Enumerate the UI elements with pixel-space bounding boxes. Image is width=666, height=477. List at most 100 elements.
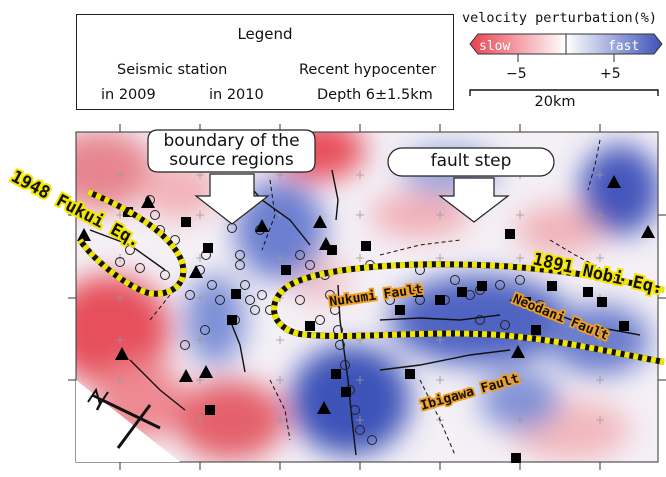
grid-cross: [116, 336, 124, 344]
hypocenter-marker: [340, 360, 350, 370]
grid-cross: [436, 211, 444, 219]
grid-cross: [196, 211, 204, 219]
grid-cross: [516, 254, 524, 262]
grid-cross: [596, 336, 604, 344]
station-2009-marker: [521, 297, 531, 307]
map-frame: [75, 131, 659, 463]
legend-station-2010: in 2010: [209, 87, 264, 103]
station-2009-marker: [203, 243, 213, 253]
scale-bar-label: 20km: [534, 94, 576, 110]
hypocenter-marker: [250, 305, 260, 315]
station-2009-marker: [281, 265, 291, 275]
hypocenter-marker: [160, 270, 170, 280]
grid-cross: [116, 211, 124, 219]
grid-cross: [356, 171, 364, 179]
fukui-rupture-outline: [77, 189, 187, 297]
grid-cross: [436, 376, 444, 384]
hypocenter-marker: [240, 280, 250, 290]
grid-cross: [516, 211, 524, 219]
hypocenter-marker: [185, 290, 195, 300]
station-2009-marker: [477, 281, 487, 291]
hypocenter-marker: [245, 295, 255, 305]
station-2010-markers: [77, 175, 655, 414]
station-2009-marker: [205, 405, 215, 415]
station-2009-marker: [547, 281, 557, 291]
hypocenter-marker: [295, 295, 305, 305]
grid-cross: [356, 211, 364, 219]
grid-cross: [196, 416, 204, 424]
hypocenter-marker: [150, 210, 160, 220]
grid-cross: [516, 416, 524, 424]
velocity-tick-low: −5: [506, 66, 527, 82]
legend-station-2009: in 2009: [101, 87, 156, 103]
boundary-callout-line2: source regions: [169, 150, 294, 170]
grid-cross: [356, 416, 364, 424]
hypocenter-marker: [200, 325, 210, 335]
station-2009-marker: [413, 287, 423, 297]
hypocenter-marker: [125, 245, 135, 255]
grid-cross: [276, 416, 284, 424]
hypocenter-marker: [207, 280, 217, 290]
grid-cross: [276, 376, 284, 384]
station-2010-marker: [641, 225, 655, 238]
station-2009-marker: [231, 289, 241, 299]
station-2009-marker: [305, 321, 315, 331]
boundary-callout: [147, 129, 316, 225]
velocity-scale-title: velocity perturbation(%): [462, 10, 658, 26]
hypocenter-marker: [215, 295, 225, 305]
grid-cross: [596, 376, 604, 384]
hypocenter-marker: [235, 250, 245, 260]
station-2009-marker: [505, 229, 515, 239]
station-2009-marker: [531, 325, 541, 335]
station-2009-marker: [405, 369, 415, 379]
station-2010-marker: [607, 175, 621, 188]
boundary-callout-line1: boundary of the: [163, 131, 300, 151]
colorbar-slow-label: slow: [479, 39, 510, 54]
grid-cross: [116, 376, 124, 384]
scale-bar: [469, 89, 659, 96]
hypocenter-marker: [535, 300, 545, 310]
station-2010-marker: [313, 215, 327, 228]
grid-cross: [596, 416, 604, 424]
station-2009-marker: [181, 217, 191, 227]
station-2009-marker: [583, 287, 593, 297]
legend-title: Legend: [237, 25, 293, 43]
hypocenter-marker: [325, 290, 335, 300]
station-2010-marker: [189, 265, 203, 278]
hypocenter-marker: [515, 275, 525, 285]
station-2009-marker: [227, 315, 237, 325]
hypocenter-marker: [330, 305, 340, 315]
hypocenter-marker: [257, 290, 267, 300]
station-2010-marker: [115, 347, 129, 360]
map-ticks: [68, 124, 666, 470]
inferred-fault-lines: [149, 139, 601, 456]
station-2010-marker: [179, 369, 193, 382]
grid-cross: [596, 254, 604, 262]
hypocenter-marker: [115, 257, 125, 267]
grid-cross: [116, 171, 124, 179]
grid-cross: [356, 294, 364, 302]
fault-step-callout: [387, 147, 555, 223]
legend-box: Legend Seismic station in 2009 in 2010 R…: [76, 14, 454, 110]
north-arrow-icon: [87, 387, 161, 449]
hypocenter-marker: [135, 263, 145, 273]
station-2010-marker: [77, 228, 91, 241]
grid-cross: [116, 294, 124, 302]
grid-cross: [596, 211, 604, 219]
legend-hypocenter-depth: Depth 6±1.5km: [317, 87, 433, 103]
colorbar-fast-label: fast: [608, 39, 639, 54]
station-2010-marker: [255, 219, 269, 232]
station-2010-marker: [319, 237, 333, 250]
station-2009-marker: [341, 387, 351, 397]
grid-cross: [356, 254, 364, 262]
station-2009-marker: [457, 287, 467, 297]
station-2010-marker: [141, 195, 155, 208]
station-2009-marker: [395, 305, 405, 315]
hypocenter-marker: [500, 320, 510, 330]
velocity-tick-high: +5: [600, 66, 621, 82]
station-2009-marker: [511, 453, 521, 463]
station-2010-marker: [511, 345, 525, 358]
grid-cross: [436, 336, 444, 344]
